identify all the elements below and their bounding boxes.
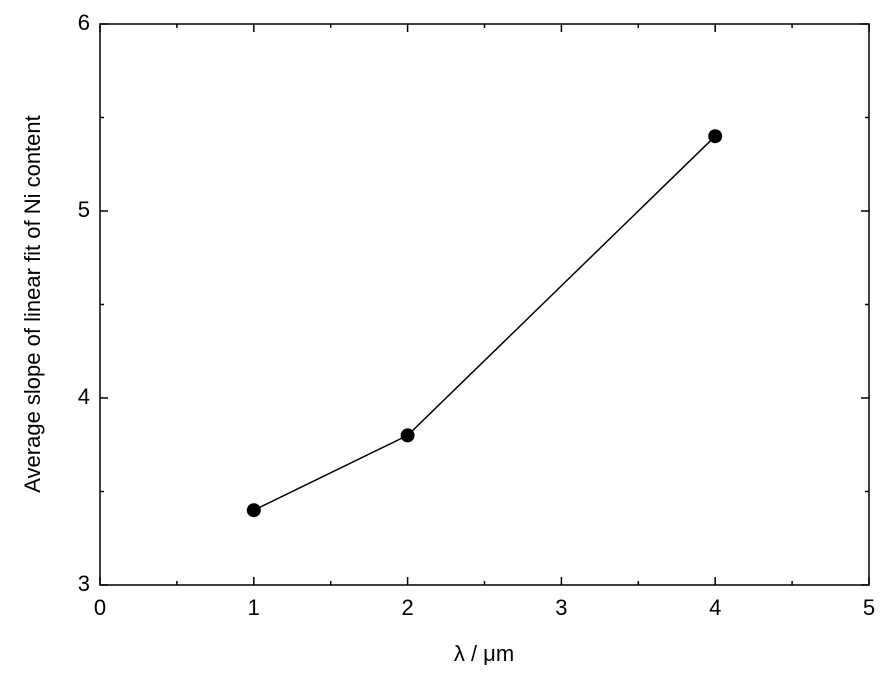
data-line <box>253 135 716 511</box>
x-tick-label: 5 <box>863 595 875 620</box>
plot-frame <box>99 23 870 586</box>
y-tick-label: 5 <box>78 197 90 222</box>
data-point <box>246 503 261 518</box>
x-tick-label: 0 <box>94 595 106 620</box>
x-tick-label: 2 <box>401 595 413 620</box>
x-tick-label: 1 <box>248 595 260 620</box>
y-tick-label: 3 <box>78 571 90 596</box>
x-tick-label: 3 <box>555 595 567 620</box>
y-tick-label: 6 <box>78 10 90 35</box>
x-axis-label: λ / μm <box>454 641 514 666</box>
data-point <box>708 129 723 144</box>
y-tick-label: 4 <box>78 384 90 409</box>
y-axis-label: Average slope of linear fit of Ni conten… <box>20 115 45 492</box>
x-tick-label: 4 <box>709 595 721 620</box>
data-point <box>400 428 415 443</box>
